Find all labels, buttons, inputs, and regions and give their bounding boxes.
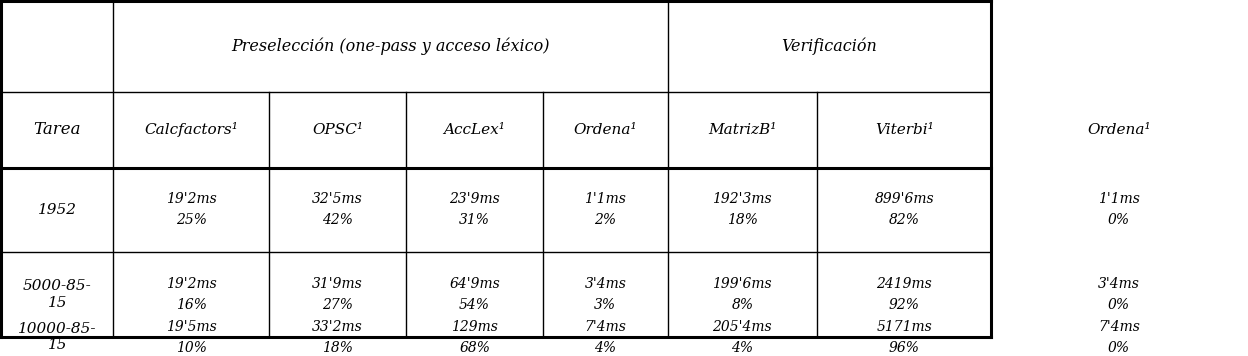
Text: Verificación: Verificación <box>781 38 877 56</box>
Text: 3'4ms
0%: 3'4ms 0% <box>1098 277 1139 312</box>
Text: 31'9ms
27%: 31'9ms 27% <box>312 277 363 312</box>
Text: 19'2ms
25%: 19'2ms 25% <box>166 192 217 227</box>
Text: 19'2ms
16%: 19'2ms 16% <box>166 277 217 312</box>
Text: 1952: 1952 <box>37 203 77 217</box>
Text: 1'1ms
2%: 1'1ms 2% <box>584 192 626 227</box>
Text: 10000-85-
15: 10000-85- 15 <box>19 322 96 352</box>
Text: MatrizB¹: MatrizB¹ <box>708 123 776 137</box>
Text: 1'1ms
0%: 1'1ms 0% <box>1098 192 1139 227</box>
Text: Preselección (one-pass y acceso léxico): Preselección (one-pass y acceso léxico) <box>231 38 550 56</box>
Text: Tarea: Tarea <box>34 121 81 138</box>
Text: 899'6ms
82%: 899'6ms 82% <box>875 192 934 227</box>
Text: 199'6ms
8%: 199'6ms 8% <box>713 277 773 312</box>
Text: 5000-85-
15: 5000-85- 15 <box>22 279 92 310</box>
Text: 64'9ms
54%: 64'9ms 54% <box>449 277 500 312</box>
Text: 19'5ms
10%: 19'5ms 10% <box>166 320 217 355</box>
Text: 7'4ms
4%: 7'4ms 4% <box>584 320 626 355</box>
Text: 192'3ms
18%: 192'3ms 18% <box>713 192 773 227</box>
Text: 2419ms
92%: 2419ms 92% <box>876 277 932 312</box>
Text: 7'4ms
0%: 7'4ms 0% <box>1098 320 1139 355</box>
Text: 33'2ms
18%: 33'2ms 18% <box>312 320 363 355</box>
Text: 3'4ms
3%: 3'4ms 3% <box>584 277 626 312</box>
Text: 205'4ms
4%: 205'4ms 4% <box>713 320 773 355</box>
Text: Calcfactors¹: Calcfactors¹ <box>145 122 238 137</box>
Text: OPSC¹: OPSC¹ <box>312 123 363 137</box>
Text: 129ms
68%: 129ms 68% <box>451 320 498 355</box>
Text: 23'9ms
31%: 23'9ms 31% <box>449 192 500 227</box>
Text: AccLex¹: AccLex¹ <box>443 123 505 137</box>
Text: 32'5ms
42%: 32'5ms 42% <box>312 192 363 227</box>
Text: Ordena¹: Ordena¹ <box>574 123 638 137</box>
Text: Viterbi¹: Viterbi¹ <box>875 123 934 137</box>
Text: 5171ms
96%: 5171ms 96% <box>876 320 932 355</box>
Text: Ordena¹: Ordena¹ <box>1087 123 1151 137</box>
